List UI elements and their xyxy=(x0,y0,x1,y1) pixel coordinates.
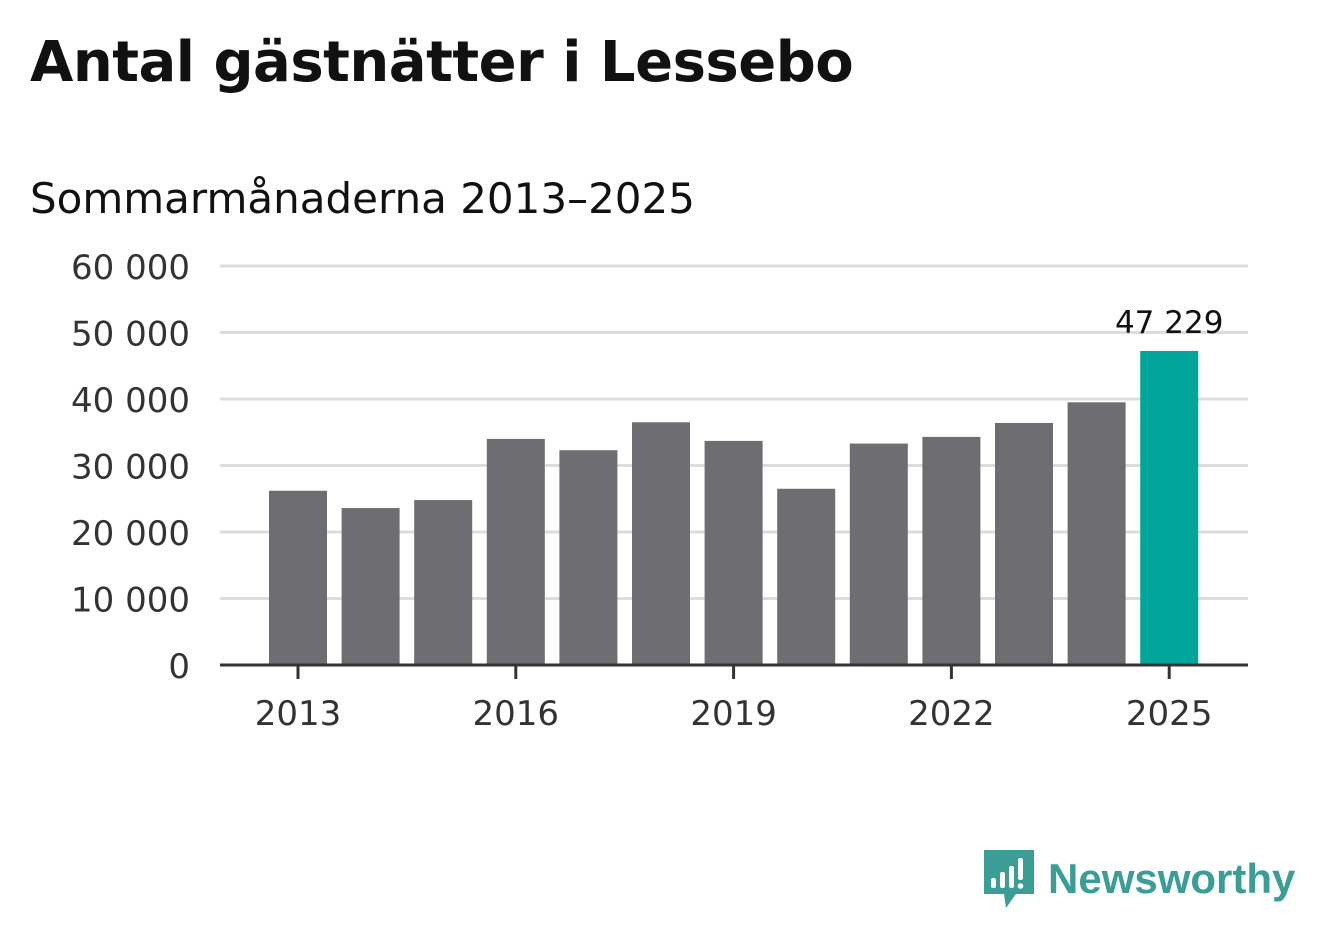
x-tick-label: 2019 xyxy=(690,694,777,734)
bar-2018 xyxy=(632,422,690,665)
data-label: 47 229 xyxy=(1115,305,1223,341)
y-tick-label: 20 000 xyxy=(71,514,190,554)
bar-2013 xyxy=(269,490,327,665)
y-tick-label: 0 xyxy=(168,647,190,687)
y-tick-label: 50 000 xyxy=(71,315,190,355)
y-tick-label: 60 000 xyxy=(71,248,190,288)
bar-2014 xyxy=(341,508,400,665)
bar-2021 xyxy=(849,443,908,665)
x-tick-label: 2022 xyxy=(908,694,995,734)
y-tick-label: 40 000 xyxy=(71,381,190,421)
chart-subtitle: Sommarmånaderna 2013–2025 xyxy=(30,174,695,223)
y-tick-label: 30 000 xyxy=(71,448,190,488)
bar-2023 xyxy=(995,422,1053,665)
bar-2022 xyxy=(922,436,981,665)
chart-title: Antal gästnätter i Lessebo xyxy=(30,30,854,95)
brand-name: Newsworthy xyxy=(1048,855,1296,902)
brand-logo: Newsworthy xyxy=(980,848,1295,910)
bar-2015 xyxy=(414,500,473,665)
x-tick-label: 2013 xyxy=(255,694,342,734)
newsworthy-icon xyxy=(984,850,1034,908)
bar-2019 xyxy=(704,440,763,665)
bar-2016 xyxy=(486,438,545,665)
bar-2020 xyxy=(777,488,836,665)
bar-2017 xyxy=(559,450,618,665)
x-tick-label: 2025 xyxy=(1126,694,1213,734)
bar-2024 xyxy=(1067,402,1126,665)
bar-2025 xyxy=(1140,350,1199,665)
x-tick-label: 2016 xyxy=(473,694,560,734)
y-tick-label: 10 000 xyxy=(71,581,190,621)
